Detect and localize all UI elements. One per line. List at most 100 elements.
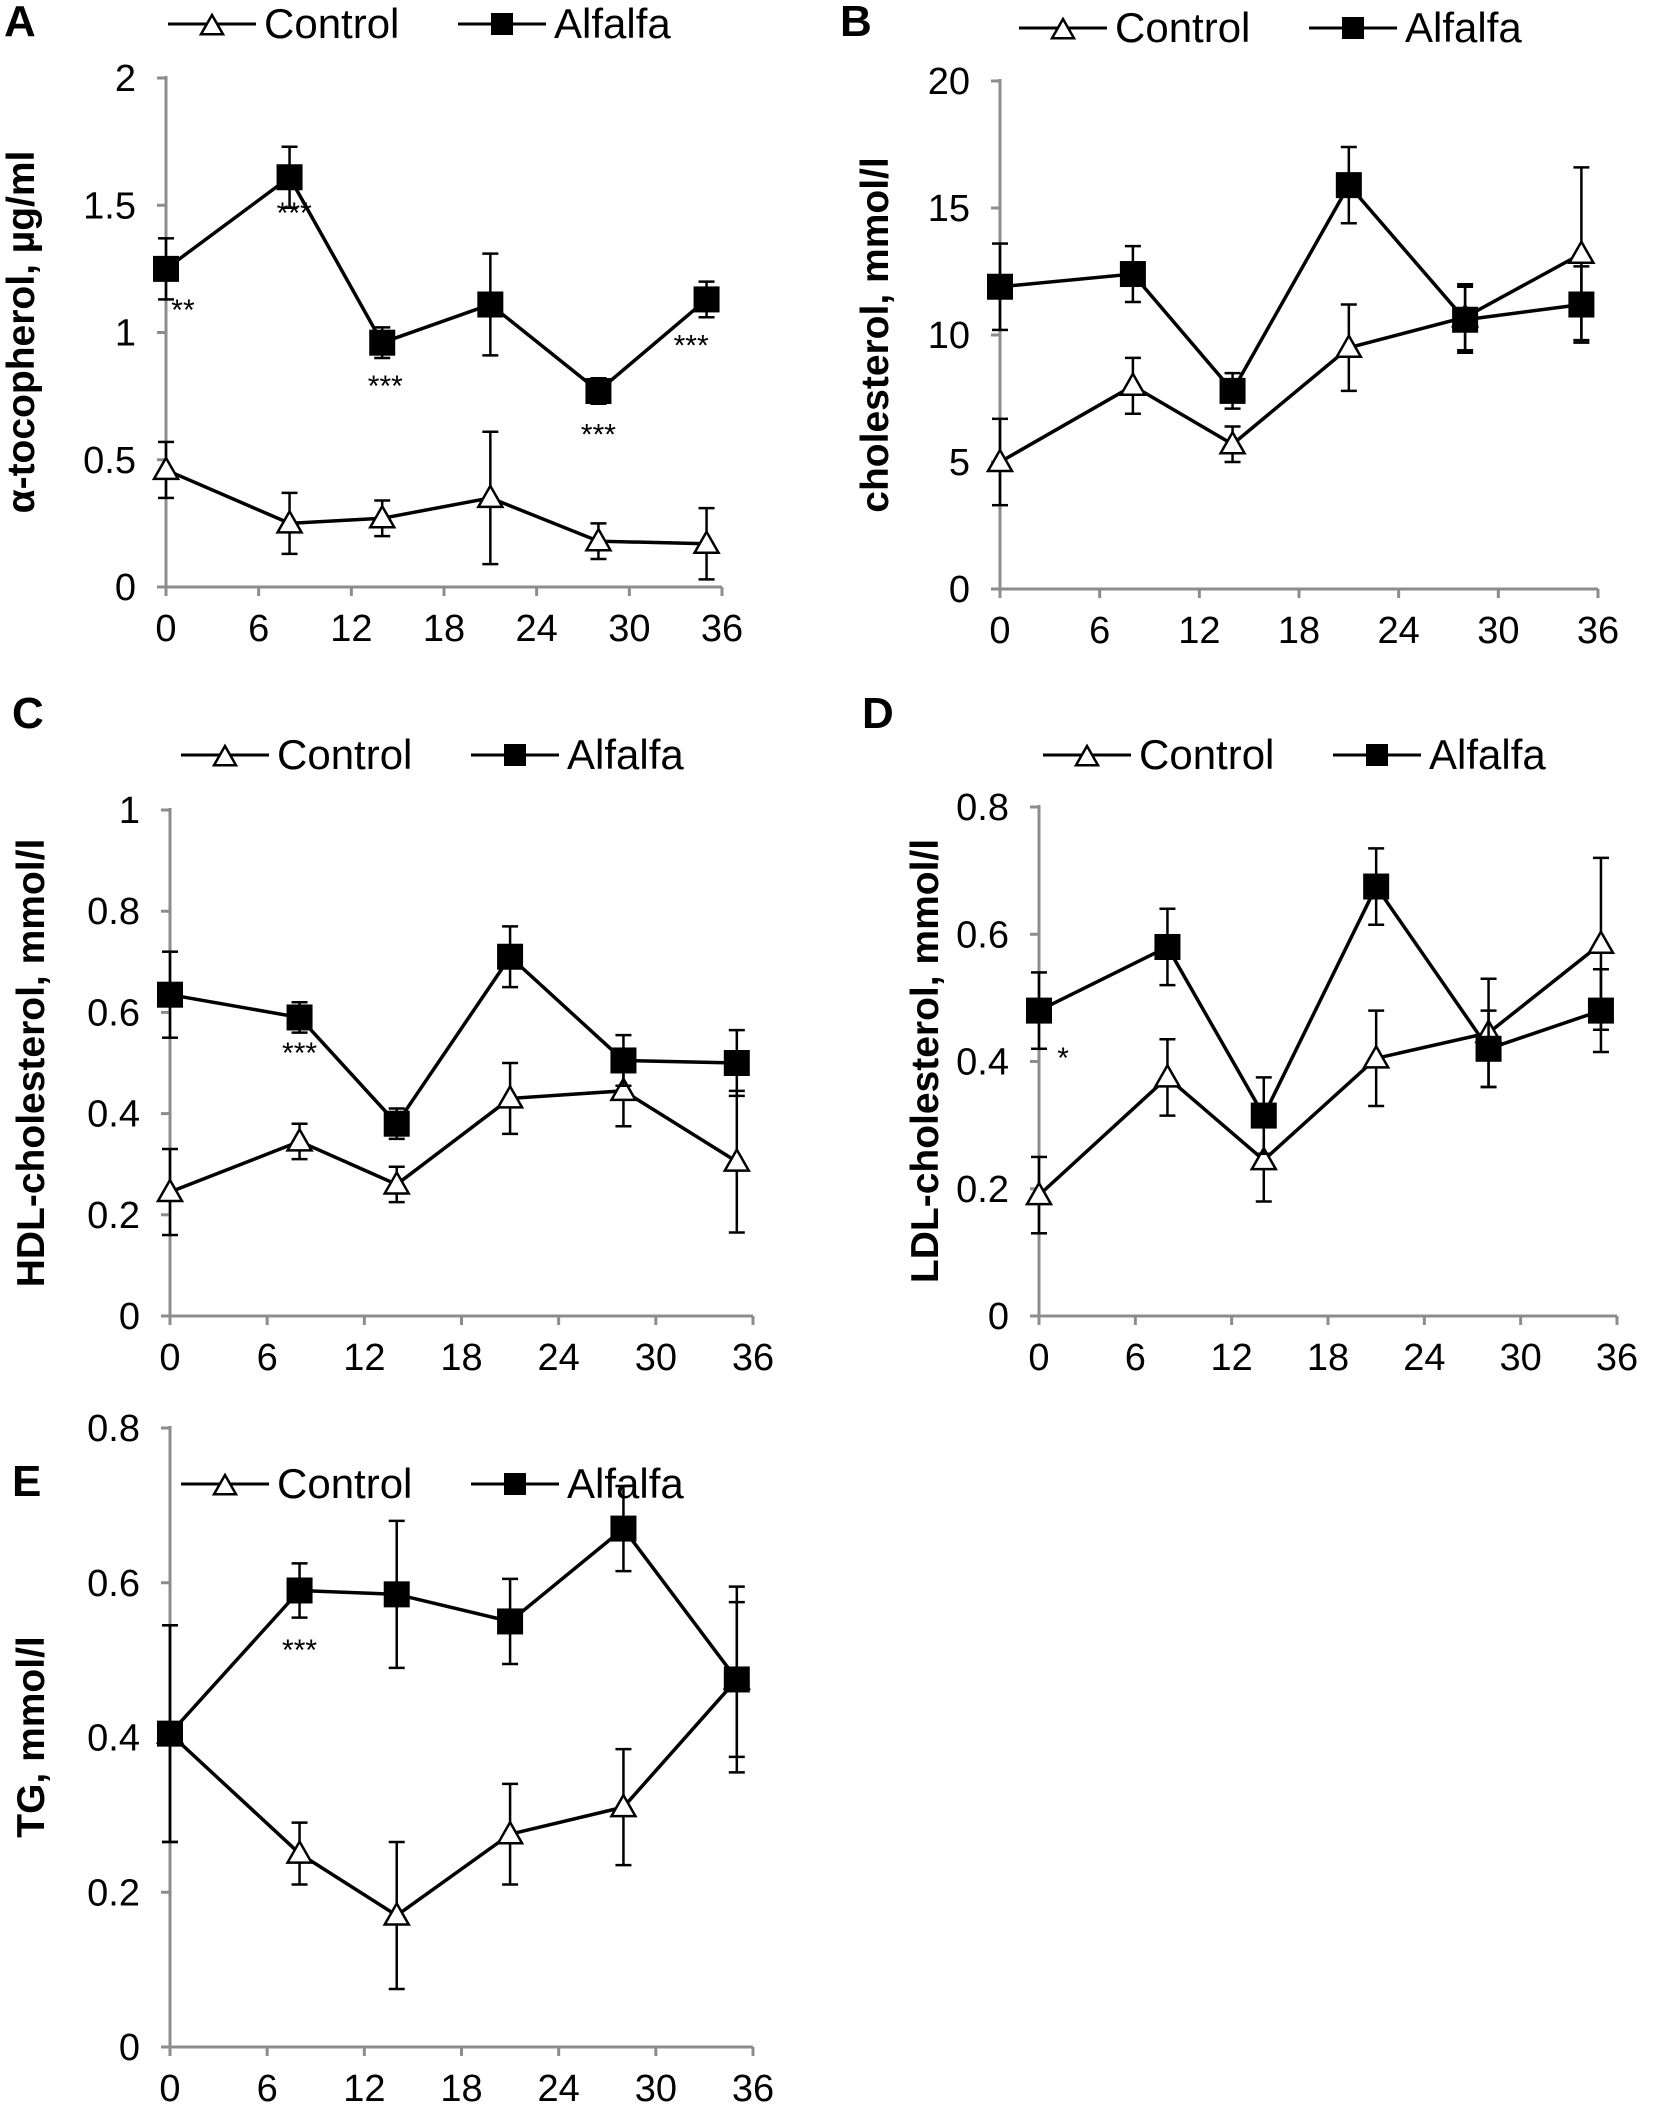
series-line xyxy=(169,954,737,1127)
legend-marker-alfalfa xyxy=(504,744,526,766)
data-point-square xyxy=(723,1666,750,1693)
legend-marker-control xyxy=(198,12,226,36)
data-point-square xyxy=(1119,261,1146,288)
data-point-square xyxy=(157,981,183,1008)
x-tick-label: 24 xyxy=(1378,610,1420,652)
x-tick-label: 30 xyxy=(635,1337,677,1379)
series-alfalfa xyxy=(987,145,1595,410)
y-tick-label: 0.8 xyxy=(87,891,140,933)
series-line xyxy=(164,174,708,394)
panel-d: D 0 0.2 0.4 0.6 0.8 0 6 12 18 24 30 36 LDL-cholestero… xyxy=(862,689,1638,1379)
x-tick-label: 30 xyxy=(1477,610,1519,652)
data-point-square xyxy=(276,164,303,191)
data-point-triangle xyxy=(1567,239,1596,264)
data-point-triangle xyxy=(155,1177,185,1203)
y-tick-label: 0.2 xyxy=(956,1169,1009,1211)
y-tick-label: 0 xyxy=(119,1296,140,1338)
x-tick-label: 24 xyxy=(538,1337,580,1379)
y-tick-label: 5 xyxy=(949,442,970,484)
legend-label-alfalfa: Alfalfa xyxy=(567,731,684,778)
data-point-square xyxy=(987,273,1013,300)
data-point-square xyxy=(1154,933,1181,960)
x-tick-label: 36 xyxy=(732,2068,774,2110)
y-tick-label: 0 xyxy=(115,567,136,609)
data-point-square xyxy=(1587,997,1614,1024)
data-point-triangle xyxy=(275,508,304,534)
x-tick-label: 12 xyxy=(1211,1337,1253,1379)
series-line xyxy=(999,252,1583,464)
y-tick-label: 0 xyxy=(988,1296,1009,1338)
series-line xyxy=(168,1526,739,1735)
series-control xyxy=(151,430,721,581)
y-tick-label: 1 xyxy=(115,313,136,355)
data-point-square xyxy=(497,1608,524,1635)
x-tick-label: 18 xyxy=(423,608,465,650)
y-axis-title: cholesterol, mmol/l xyxy=(854,157,897,512)
y-tick-label: 1 xyxy=(119,790,140,832)
legend: Control Alfalfa xyxy=(1019,4,1522,51)
data-point-triangle xyxy=(1218,429,1247,455)
x-tick-label: 18 xyxy=(1278,610,1320,652)
data-point-triangle xyxy=(722,1147,751,1172)
data-point-triangle xyxy=(985,447,1015,473)
x-tick-label: 0 xyxy=(989,610,1010,652)
legend-marker-alfalfa xyxy=(1366,744,1388,766)
data-point-square xyxy=(369,329,396,356)
data-point-triangle xyxy=(584,526,613,552)
y-tick-label: 0.4 xyxy=(87,1718,140,1760)
data-point-triangle xyxy=(285,1126,314,1152)
x-tick-label: 36 xyxy=(732,1337,774,1379)
y-tick-label: 0.4 xyxy=(956,1042,1009,1084)
x-tick-label: 0 xyxy=(155,608,176,650)
x-tick-label: 30 xyxy=(608,608,650,650)
data-point-triangle xyxy=(1334,333,1363,358)
x-tick-label: 24 xyxy=(1403,1337,1445,1379)
data-point-square xyxy=(1363,873,1390,900)
data-point-triangle xyxy=(1024,1180,1054,1206)
x-tick-label: 6 xyxy=(248,608,269,650)
y-tick-label: 0.6 xyxy=(87,1563,140,1605)
legend-label-control: Control xyxy=(1139,731,1274,778)
significance-annotation: *** xyxy=(282,1037,317,1070)
series-line xyxy=(169,1089,738,1194)
x-tick-label: 12 xyxy=(343,2068,385,2110)
y-tick-label: 0 xyxy=(119,2027,140,2069)
legend-marker-control xyxy=(211,1472,239,1496)
data-point-square xyxy=(610,1515,637,1542)
data-point-square xyxy=(153,255,179,282)
legend-marker-alfalfa xyxy=(504,1473,526,1495)
panel-c: C 0 0.2 0.4 0.6 0.8 1 0 6 12 18 24 30 36 HDL-cholester… xyxy=(10,689,774,1379)
panel-letter: A xyxy=(4,0,36,46)
data-point-square xyxy=(1219,377,1246,404)
data-point-square xyxy=(693,286,720,313)
panel-letter: D xyxy=(862,689,894,738)
data-point-triangle xyxy=(1586,929,1616,955)
data-point-triangle xyxy=(382,1900,411,1926)
data-point-square xyxy=(1452,306,1479,333)
data-point-square xyxy=(1568,291,1595,318)
legend: Control Alfalfa xyxy=(181,1460,684,1507)
legend-marker-control xyxy=(211,743,239,767)
x-tick-label: 12 xyxy=(330,608,372,650)
x-tick-label: 24 xyxy=(538,2068,580,2110)
legend-label-control: Control xyxy=(277,1460,412,1507)
data-point-square xyxy=(286,1577,313,1604)
data-point-triangle xyxy=(151,455,181,481)
x-tick-label: 36 xyxy=(1596,1337,1638,1379)
data-point-triangle xyxy=(368,503,397,529)
y-tick-label: 2 xyxy=(115,58,136,100)
x-tick-label: 18 xyxy=(1307,1337,1349,1379)
legend-marker-control xyxy=(1073,743,1101,767)
x-tick-label: 0 xyxy=(159,2068,180,2110)
data-point-triangle xyxy=(476,483,505,509)
data-point-square xyxy=(1475,1035,1502,1062)
data-point-triangle xyxy=(692,529,721,554)
panel-b: B 0 5 10 15 20 0 6 12 18 24 30 36 cholesterol, mmol/l… xyxy=(840,0,1619,652)
y-tick-label: 10 xyxy=(928,315,970,357)
x-tick-label: 6 xyxy=(257,2068,278,2110)
data-point-triangle xyxy=(609,1792,638,1818)
x-tick-label: 18 xyxy=(440,1337,482,1379)
data-point-square xyxy=(157,1720,183,1747)
significance-annotation: *** xyxy=(368,370,403,403)
